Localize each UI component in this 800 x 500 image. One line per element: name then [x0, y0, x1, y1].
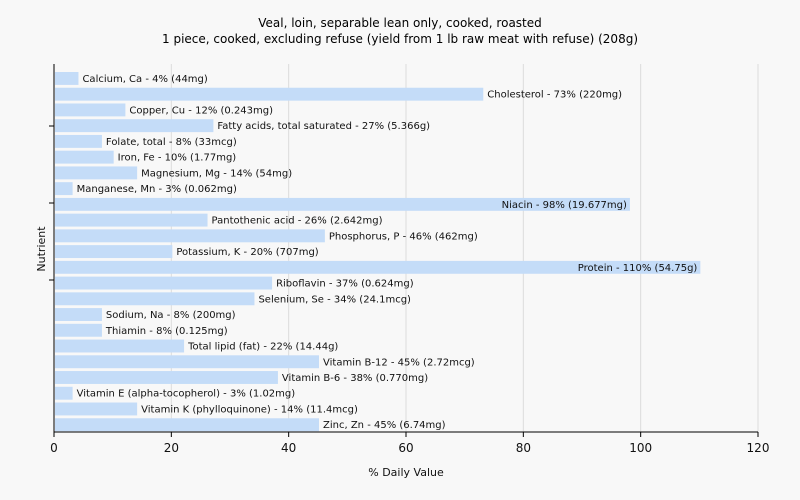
x-tick-label: 80 — [516, 441, 531, 455]
bar-label: Vitamin B-6 - 38% (0.770mg) — [282, 373, 428, 384]
bar-label: Pantothenic acid - 26% (2.642mg) — [212, 216, 383, 227]
bar-label: Total lipid (fat) - 22% (14.44g) — [187, 342, 338, 353]
bar-label: Cholesterol - 73% (220mg) — [487, 90, 622, 101]
bar-label: Vitamin E (alpha-tocopherol) - 3% (1.02m… — [77, 389, 296, 400]
x-tick-label: 120 — [747, 441, 770, 455]
bar-label: Niacin - 98% (19.677mg) — [502, 200, 627, 211]
x-tick-labels: 0 20 40 60 80 100 120 — [50, 441, 769, 455]
bar — [55, 245, 173, 259]
bar-label: Folate, total - 8% (33mcg) — [106, 137, 237, 148]
bar — [55, 197, 630, 211]
bar-label: Manganese, Mn - 3% (0.062mg) — [77, 184, 237, 195]
bar — [55, 182, 73, 196]
x-tick-label: 40 — [281, 441, 296, 455]
bar — [55, 134, 102, 148]
bar — [55, 339, 185, 353]
bar-label: Selenium, Se - 34% (24.1mcg) — [258, 294, 411, 305]
x-axis-label: % Daily Value — [368, 466, 444, 479]
bar — [55, 260, 701, 274]
bar — [55, 119, 214, 133]
bar — [55, 166, 138, 180]
bar-label: Iron, Fe - 10% (1.77mg) — [118, 153, 237, 164]
bar — [55, 402, 138, 416]
bar — [55, 103, 126, 117]
y-axis-label: Nutrient — [35, 226, 48, 272]
bar-label: Zinc, Zn - 45% (6.74mg) — [323, 420, 446, 431]
bar-label: Magnesium, Mg - 14% (54mg) — [141, 168, 292, 179]
x-tick-label: 60 — [398, 441, 413, 455]
bar-label: Calcium, Ca - 4% (44mg) — [82, 74, 207, 85]
bar — [55, 323, 102, 337]
axes — [49, 64, 759, 437]
bar-label: Vitamin B-12 - 45% (2.72mcg) — [323, 357, 475, 368]
x-tick-label: 100 — [629, 441, 652, 455]
bar — [55, 229, 325, 243]
bar — [55, 213, 208, 227]
bar-label: Copper, Cu - 12% (0.243mg) — [129, 105, 273, 116]
x-tick-label: 20 — [164, 441, 179, 455]
bar-label: Protein - 110% (54.75g) — [578, 263, 698, 274]
bar — [55, 355, 319, 369]
bar — [55, 386, 73, 400]
bars: Calcium, Ca - 4% (44mg) Cholesterol - 73%… — [55, 72, 701, 432]
chart-subtitle: 1 piece, cooked, excluding refuse (yield… — [162, 32, 638, 46]
bar — [55, 87, 484, 101]
bar-label: Phosphorus, P - 46% (462mg) — [329, 231, 478, 242]
bar-label: Fatty acids, total saturated - 27% (5.36… — [217, 121, 430, 132]
bar — [55, 292, 255, 306]
bar — [55, 418, 319, 432]
bar — [55, 308, 102, 321]
bar — [55, 371, 278, 384]
bar-label: Sodium, Na - 8% (200mg) — [106, 310, 236, 321]
bar — [55, 72, 79, 85]
bar-label: Potassium, K - 20% (707mg) — [176, 247, 318, 258]
bar-label: Riboflavin - 37% (0.624mg) — [276, 279, 414, 290]
bar — [55, 276, 273, 290]
bar-label: Vitamin K (phylloquinone) - 14% (11.4mcg… — [141, 404, 358, 415]
chart-title: Veal, loin, separable lean only, cooked,… — [258, 16, 542, 30]
bar-label: Thiamin - 8% (0.125mg) — [105, 326, 228, 337]
x-tick-label: 0 — [50, 441, 58, 455]
bar — [55, 150, 114, 164]
